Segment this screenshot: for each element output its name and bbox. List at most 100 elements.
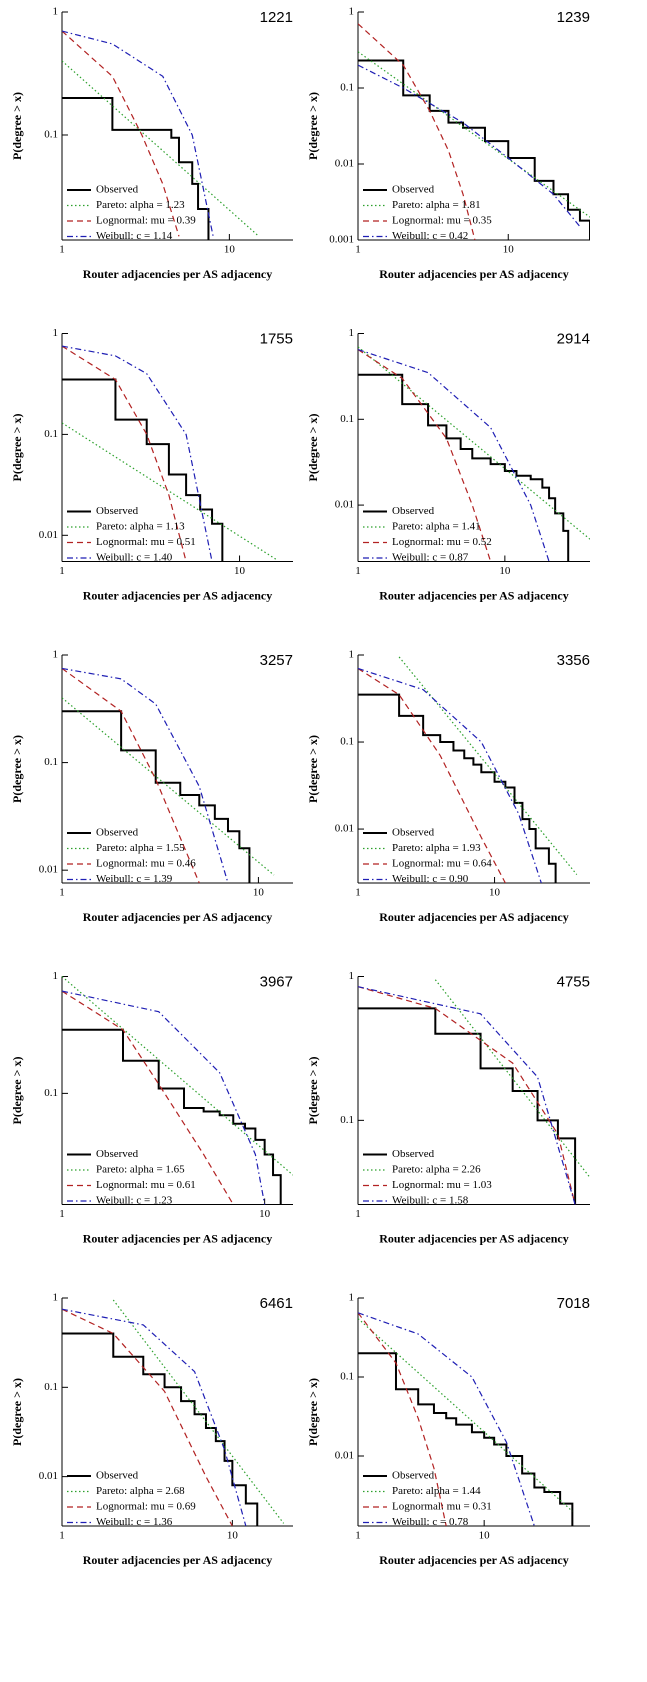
legend-label: Observed [96,1470,139,1482]
legend-label: Weibull: c = 0.42 [392,230,468,242]
series-line [358,1312,447,1526]
legend-label: Lognormal: mu = 0.69 [96,1501,196,1513]
chart-title: 7018 [557,1295,590,1312]
series-line [62,1332,259,1526]
legend-label: Pareto: alpha = 1.13 [96,521,185,533]
y-tick-label: 0.1 [44,756,58,768]
y-tick-label: 0.01 [335,158,354,170]
legend-label: Lognormal: mu = 0.39 [96,215,196,227]
y-axis-label: P(degree > x) [10,1057,24,1125]
series-line [358,1312,535,1526]
series-line [358,59,590,240]
legend-label: Observed [392,1470,435,1482]
x-tick-label: 1 [59,1208,65,1220]
x-tick-label: 10 [227,1530,239,1542]
y-tick-label: 0.1 [340,1371,354,1383]
x-tick-label: 1 [355,1530,361,1542]
chart-title: 1755 [260,330,293,347]
x-tick-label: 1 [59,244,65,256]
x-axis-label: Router adjacencies per AS adjacency [379,1553,569,1567]
chart-title: 4755 [557,973,590,990]
plot-area [62,345,277,562]
x-axis-label: Router adjacencies per AS adjacency [379,910,569,924]
legend-label: Observed [96,184,139,196]
panel: 1 0.1 0.01 1 10 7018 Router adjacencies per AS… [306,1292,590,1567]
legend-label: Lognormal: mu = 0.46 [96,858,196,870]
series-line [358,986,576,1205]
panel: 1 0.1 1 4755 Router adjacencies per AS adjac… [306,970,590,1245]
y-tick-label: 0.1 [44,1381,58,1393]
series-line [434,979,590,1178]
series-line [62,96,210,240]
y-axis-label: P(degree > x) [306,1378,320,1446]
x-axis-label: Router adjacencies per AS adjacency [379,267,569,281]
y-tick-label: 1 [53,970,59,982]
y-tick-label: 1 [53,649,59,661]
y-axis-label: P(degree > x) [306,735,320,803]
chart-title: 6461 [260,1295,293,1312]
legend-label: Weibull: c = 1.58 [392,1195,469,1207]
x-tick-label: 1 [355,1208,361,1220]
y-tick-label: 0.1 [44,428,58,440]
legend-label: Weibull: c = 1.23 [96,1195,173,1207]
legend-label: Pareto: alpha = 2.26 [392,1164,481,1176]
y-tick-label: 0.01 [39,1470,58,1482]
series-line [62,990,266,1205]
y-tick-label: 0.1 [44,1087,58,1099]
legend-label: Weibull: c = 1.39 [96,873,173,885]
series-line [62,1308,233,1526]
x-tick-label: 10 [224,244,236,256]
legend-label: Lognormal: mu = 0.61 [96,1179,196,1191]
panel: 1 0.1 1 10 3967 Router adjacencies per AS adj… [10,970,293,1245]
legend-label: Weibull: c = 0.90 [392,873,469,885]
legend-label: Observed [392,827,435,839]
series-line [358,64,581,227]
plot-area [62,976,293,1205]
y-axis-label: P(degree > x) [306,92,320,160]
series-line [62,710,251,883]
y-tick-label: 1 [349,327,355,339]
chart-title: 1221 [260,9,293,26]
series-line [62,976,293,1176]
legend-label: Observed [392,505,435,517]
legend-label: Lognormal: mu = 0.52 [392,536,492,548]
legend-label: Pareto: alpha = 1.93 [392,842,481,854]
series-line [398,656,578,875]
y-tick-label: 1 [53,1292,59,1304]
x-tick-label: 1 [355,244,361,256]
x-tick-label: 1 [59,1530,65,1542]
legend-label: Weibull: c = 1.40 [96,552,173,564]
y-axis-label: P(degree > x) [306,1057,320,1125]
y-tick-label: 0.01 [335,499,354,511]
chart-title: 3967 [260,973,293,990]
legend-label: Pareto: alpha = 1.65 [96,1164,185,1176]
chart-title: 2914 [557,330,590,347]
x-axis-label: Router adjacencies per AS adjacency [83,910,273,924]
x-tick-label: 10 [234,565,246,577]
series-line [62,378,224,562]
y-tick-label: 1 [349,1292,355,1304]
y-axis-label: P(degree > x) [10,414,24,482]
series-line [358,51,590,218]
panel: 1 0.1 0.01 1 10 6461 Router adjacencies per AS… [10,1292,293,1567]
y-tick-label: 0.01 [39,529,58,541]
plot-area [62,667,275,883]
y-axis-label: P(degree > x) [10,735,24,803]
series-line [62,345,187,562]
y-tick-label: 0.01 [39,864,58,876]
series-line [358,1007,577,1205]
x-tick-label: 10 [259,1208,271,1220]
x-tick-label: 10 [489,887,501,899]
x-tick-label: 10 [499,565,511,577]
legend-label: Lognormal: mu = 0.35 [392,215,492,227]
panel: 1 0.1 0.01 1 10 1755 Router adjacencies per AS… [10,327,293,602]
x-tick-label: 10 [503,244,515,256]
panel: 1 0.1 0.01 1 10 3356 Router adjacencies per AS… [306,649,590,924]
y-tick-label: 0.01 [335,823,354,835]
y-axis-label: P(degree > x) [10,92,24,160]
y-tick-label: 0.1 [340,413,354,425]
legend-label: Pareto: alpha = 1.44 [392,1485,481,1497]
y-tick-label: 1 [53,327,59,339]
